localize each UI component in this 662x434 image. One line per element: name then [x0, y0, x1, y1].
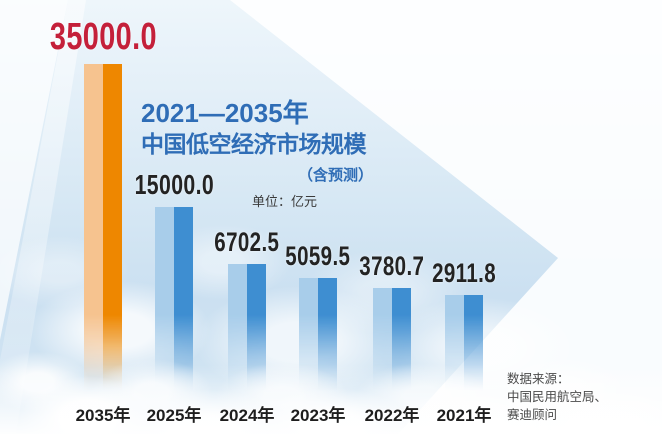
- value-number-2023: 5059.5: [285, 241, 351, 271]
- category-label-2022: 2022年: [364, 406, 420, 425]
- bar-2025-dark-half: [174, 207, 193, 393]
- category-label-2021: 2021年: [436, 406, 492, 425]
- value-label-2021: 2911.8: [384, 260, 544, 287]
- value-number-2021: 2911.8: [432, 258, 496, 288]
- bar-2021: [445, 295, 483, 393]
- bar-2024-light-half: [228, 264, 247, 393]
- chart-subtitle: （含预测）: [297, 166, 373, 184]
- bar-2025-light-half: [155, 207, 174, 393]
- value-label-2022: 3780.7: [312, 253, 472, 280]
- category-label-2023: 2023年: [290, 406, 346, 425]
- data-source-note: 数据来源： 中国民用航空局、 赛迪顾问: [507, 370, 647, 424]
- category-label-2024: 2024年: [219, 406, 275, 425]
- bar-2024-dark-half: [247, 264, 266, 393]
- bar-2035-light-half: [84, 64, 103, 393]
- bar-2021-light-half: [445, 295, 464, 393]
- value-label-2024: 6702.5: [167, 229, 327, 256]
- value-number-2022: 3780.7: [359, 251, 425, 281]
- bar-2022-dark-half: [392, 288, 411, 393]
- bar-2023: [299, 278, 337, 393]
- source-line-3: 赛迪顾问: [507, 408, 558, 423]
- bar-2023-light-half: [299, 278, 318, 393]
- bar-2025: [155, 207, 193, 393]
- source-line-1: 数据来源：: [507, 372, 570, 386]
- source-line-2: 中国民用航空局、: [507, 390, 608, 405]
- bar-2022-light-half: [373, 288, 392, 393]
- bar-2035: [84, 64, 122, 393]
- bar-2035-dark-half: [103, 64, 122, 393]
- category-label-2025: 2025年: [146, 406, 202, 425]
- chart-title-line1: 2021—2035年: [141, 98, 309, 128]
- value-label-2035: 35000.0: [23, 18, 183, 56]
- bar-2023-dark-half: [318, 278, 337, 393]
- bar-2021-dark-half: [464, 295, 483, 393]
- chart-title-line2: 中国低空经济市场规模: [141, 131, 367, 158]
- chart-title-block: 2021—2035年 中国低空经济市场规模 （含预测） 单位：亿元: [141, 98, 373, 210]
- category-label-2035: 2035年: [75, 406, 131, 425]
- value-number-2024: 6702.5: [214, 227, 280, 257]
- bar-2024: [228, 264, 266, 393]
- bar-2022: [373, 288, 411, 393]
- value-label-2023: 5059.5: [238, 243, 398, 270]
- unit-label: 单位：亿元: [251, 193, 317, 209]
- value-number-2035: 35000.0: [49, 16, 157, 58]
